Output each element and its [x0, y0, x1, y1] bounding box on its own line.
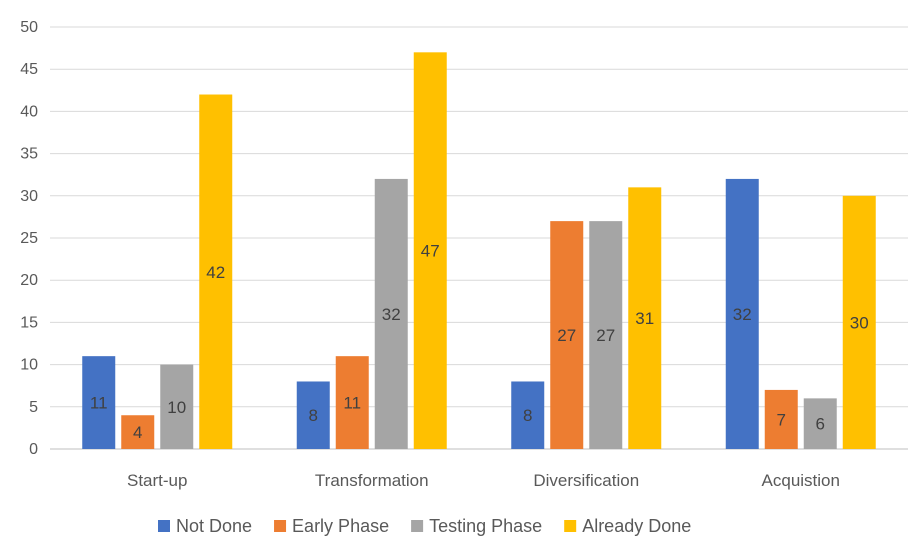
- legend-label: Not Done: [176, 516, 252, 536]
- y-tick-label: 50: [20, 19, 38, 36]
- data-label: 27: [557, 326, 576, 345]
- data-labels: 11 4 10 42 8 11 32 47 8 27 27 31 32 7 6 30: [90, 242, 869, 442]
- legend-swatch: [158, 520, 170, 532]
- bar-testing-phase: [160, 364, 194, 449]
- data-label: 27: [596, 326, 615, 345]
- bar-testing-phase: [374, 178, 408, 450]
- data-label: 11: [90, 394, 108, 413]
- bar-not-done: [82, 356, 116, 449]
- legend-swatch: [411, 520, 424, 532]
- y-tick-label: 30: [20, 188, 38, 205]
- data-label: 4: [133, 423, 142, 442]
- data-label: 32: [382, 305, 401, 324]
- data-label: 8: [523, 406, 532, 425]
- legend-item: Testing Phase: [411, 516, 542, 536]
- legend: Not Done Early Phase Testing Phase Already …: [158, 516, 691, 536]
- legend-label: Early Phase: [292, 516, 389, 536]
- y-tick-label: 5: [29, 399, 38, 416]
- bar-already-done: [842, 195, 876, 449]
- bar-early-phase: [764, 389, 798, 449]
- bar-already-done: [413, 52, 447, 449]
- y-tick-label: 45: [20, 61, 38, 78]
- x-axis-categories: Start-up Transformation Diversification Acq…: [127, 471, 840, 490]
- legend-label: Already Done: [582, 516, 691, 536]
- bar-testing-phase: [589, 221, 623, 449]
- category-label: Diversification: [533, 471, 639, 490]
- legend-item: Not Done: [158, 516, 252, 536]
- data-label: 6: [816, 415, 825, 434]
- category-label: Start-up: [127, 471, 187, 490]
- data-label: 30: [850, 313, 869, 332]
- y-axis-ticks: 0 5 10 15 20 25 30 35 40 45 50: [20, 19, 38, 458]
- bar-not-done: [725, 178, 759, 450]
- data-label: 47: [421, 242, 440, 261]
- category-label: Acquistion: [762, 471, 840, 490]
- bar-early-phase: [121, 415, 155, 449]
- legend-item: Already Done: [564, 516, 691, 536]
- y-tick-label: 35: [20, 146, 38, 163]
- legend-swatch: [564, 520, 577, 532]
- legend-swatch: [274, 520, 287, 532]
- data-label: 11: [343, 394, 361, 413]
- data-label: 8: [309, 406, 318, 425]
- bar-already-done: [199, 94, 233, 450]
- data-label: 31: [635, 309, 654, 328]
- bar-early-phase: [550, 221, 584, 449]
- y-tick-label: 40: [20, 103, 38, 120]
- category-label: Transformation: [315, 471, 429, 490]
- data-label: 32: [733, 305, 752, 324]
- bar-testing-phase: [803, 398, 837, 449]
- bar-not-done: [296, 381, 330, 449]
- y-tick-label: 0: [29, 441, 38, 458]
- bar-early-phase: [335, 356, 369, 449]
- y-tick-label: 15: [20, 314, 38, 331]
- legend-item: Early Phase: [274, 516, 389, 536]
- data-label: 10: [167, 398, 186, 417]
- data-label: 7: [777, 410, 786, 429]
- legend-label: Testing Phase: [429, 516, 542, 536]
- bar-already-done: [628, 187, 662, 450]
- y-tick-label: 25: [20, 230, 38, 247]
- y-tick-label: 20: [20, 272, 38, 289]
- data-label: 42: [206, 263, 225, 282]
- y-tick-label: 10: [20, 357, 38, 374]
- bars: [82, 52, 876, 450]
- bar-not-done: [511, 381, 545, 449]
